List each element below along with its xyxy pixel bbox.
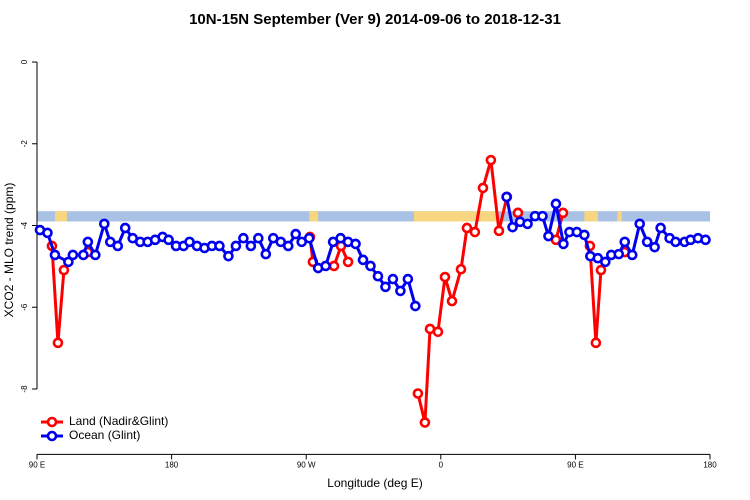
point (439, 271, 451, 283)
point (245, 240, 257, 252)
point (501, 191, 512, 203)
point (432, 326, 444, 338)
point (477, 182, 489, 194)
point (537, 210, 548, 222)
point (557, 207, 569, 219)
band-highlight (617, 211, 622, 222)
point (619, 236, 631, 248)
y-tick-label: -8 (20, 385, 29, 393)
point (485, 154, 497, 166)
point (58, 264, 70, 276)
point (342, 256, 354, 268)
point (380, 281, 391, 293)
point (282, 240, 294, 252)
point (655, 222, 666, 234)
point (641, 236, 653, 248)
point (223, 250, 234, 262)
y-tick-label: -4 (20, 221, 29, 229)
x-tick-label: 90 E (29, 461, 45, 470)
point (260, 248, 272, 260)
y-tick-label: -2 (20, 140, 29, 148)
point (67, 249, 79, 261)
x-axis-label: Longitude (deg E) (327, 476, 422, 490)
point (613, 248, 625, 260)
x-tick-label: 90 W (297, 461, 316, 470)
point (419, 417, 431, 428)
x-tick-label: 0 (439, 461, 444, 470)
point (253, 232, 264, 244)
point (395, 285, 406, 297)
point (626, 249, 638, 261)
point (507, 221, 518, 233)
point (600, 256, 611, 268)
point (163, 234, 174, 246)
point (52, 337, 64, 349)
point (670, 236, 681, 248)
x-tick-label: 180 (165, 461, 179, 470)
band-highlight (54, 211, 67, 222)
point (290, 228, 302, 240)
y-tick-label: -6 (20, 303, 29, 311)
x-tick-label: 90 E (567, 461, 583, 470)
point (63, 256, 74, 268)
band-highlight (309, 211, 319, 222)
point (365, 260, 376, 272)
point (42, 227, 53, 239)
point (410, 300, 421, 312)
point (543, 230, 554, 242)
point (320, 260, 331, 272)
point (550, 198, 562, 210)
chart-title: 10N-15N September (Ver 9) 2014-09-06 to … (189, 11, 561, 28)
point (90, 249, 101, 261)
point (455, 263, 467, 275)
point (461, 222, 473, 234)
legend-marker (46, 416, 58, 428)
y-axis-label: XCO2 - MLO trend (ppm) (2, 183, 16, 318)
point (214, 240, 225, 252)
point (372, 270, 384, 282)
x-tick-label: 180 (703, 461, 717, 470)
point (112, 240, 124, 252)
point (493, 225, 505, 237)
band (37, 211, 710, 222)
y-tick-label: 0 (20, 59, 29, 64)
point (402, 273, 414, 285)
point (412, 388, 424, 399)
point (328, 260, 340, 272)
legend-marker (46, 430, 58, 442)
point (649, 241, 660, 253)
point (357, 254, 369, 266)
legend-label: Land (Nadir&Glint) (69, 414, 168, 428)
point (595, 264, 607, 276)
band-highlight (413, 211, 498, 222)
point (522, 218, 533, 230)
legend-label: Ocean (Glint) (69, 428, 140, 442)
point (303, 232, 315, 244)
point (579, 229, 590, 241)
point (387, 273, 399, 285)
point (184, 236, 195, 248)
point (49, 249, 61, 261)
point (238, 232, 249, 244)
point (104, 236, 116, 248)
series-line (52, 160, 625, 422)
point (634, 218, 646, 230)
point (99, 218, 110, 230)
point (558, 238, 569, 250)
point (119, 222, 131, 234)
point (82, 236, 94, 248)
point (350, 238, 361, 250)
point (230, 240, 242, 252)
point (78, 249, 89, 261)
point (512, 207, 524, 219)
point (700, 234, 711, 246)
point (469, 226, 481, 238)
point (275, 236, 287, 248)
point (590, 337, 602, 349)
point (446, 295, 458, 307)
band-highlight (584, 211, 598, 222)
